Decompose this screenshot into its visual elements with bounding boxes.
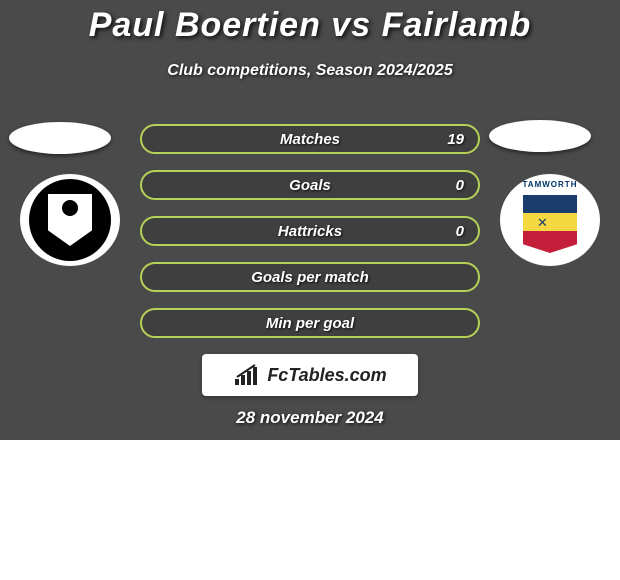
stat-right-value: 19 [447,131,464,148]
stat-right-value: 0 [456,223,464,240]
stat-label: Matches [280,131,340,148]
shield-band-bottom [523,231,577,253]
crest-left-inner [29,179,111,261]
stat-label: Hattricks [278,223,342,240]
page-title: Paul Boertien vs Fairlamb [0,6,620,45]
stat-label: Min per goal [266,315,354,332]
stat-row-min-per-goal: Min per goal [140,308,480,338]
crest-right-text: TAMWORTH [523,180,578,189]
flag-left [9,122,111,154]
branding-text: FcTables.com [267,365,386,386]
shield-band-top [523,195,577,213]
date-text: 28 november 2024 [0,408,620,428]
ball-icon [62,200,78,216]
crest-right-shield: ✕ [523,195,577,253]
team-crest-right: TAMWORTH ✕ [500,174,600,266]
team-crest-left [20,174,120,266]
page-subtitle: Club competitions, Season 2024/2025 [0,62,620,80]
stat-row-matches: Matches 19 [140,124,480,154]
stat-row-goals-per-match: Goals per match [140,262,480,292]
stat-label: Goals [289,177,331,194]
stat-right-value: 0 [456,177,464,194]
chart-icon [233,363,261,387]
shield-icon [48,194,92,246]
flag-right [489,120,591,152]
stat-row-hattricks: Hattricks 0 [140,216,480,246]
stat-label: Goals per match [251,269,369,286]
stat-row-goals: Goals 0 [140,170,480,200]
background-lower [0,440,620,580]
keys-icon: ✕ [537,215,563,229]
branding-badge[interactable]: FcTables.com [202,354,418,396]
